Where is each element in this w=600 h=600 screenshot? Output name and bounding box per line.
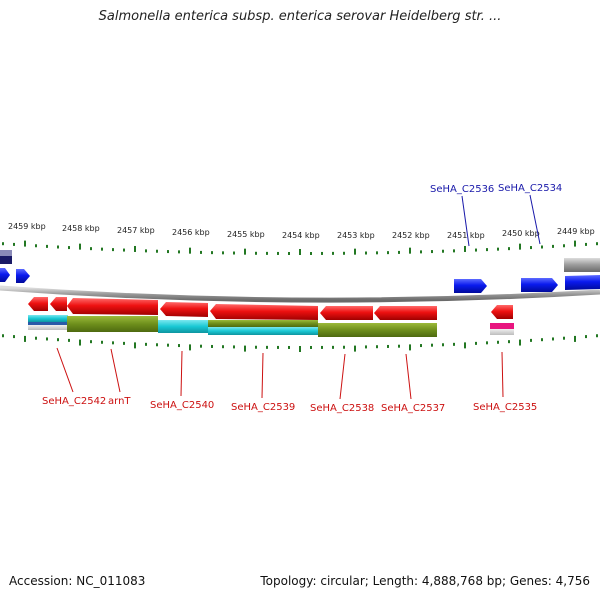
leader-line (56, 347, 74, 393)
tick-label: 2453 kbp (337, 231, 375, 240)
gene-label-SeHA_C2538[interactable]: SeHA_C2538 (310, 403, 374, 414)
track-olive[interactable] (318, 323, 373, 337)
tick-label: 2452 kbp (392, 231, 430, 240)
gene-label-SeHA_C2540[interactable]: SeHA_C2540 (150, 400, 214, 411)
gene-label-SeHA_C2537[interactable]: SeHA_C2537 (381, 403, 445, 414)
gene-label-SeHA_C2535[interactable]: SeHA_C2535 (473, 402, 537, 413)
gene-SeHA_C2536[interactable] (454, 279, 487, 293)
gene-label-SeHA_C2534[interactable]: SeHA_C2534 (498, 183, 562, 194)
gene-SeHA_C2535-pink[interactable] (490, 323, 514, 329)
gene-SeHA_C2542[interactable] (28, 297, 48, 311)
gene-SeHA_C2538[interactable] (320, 306, 373, 320)
forward-strand-track (0, 250, 600, 293)
track-blue-thin[interactable] (28, 322, 68, 325)
tick-label: 2455 kbp (227, 230, 265, 239)
gene-SeHA_C2540[interactable] (160, 302, 208, 317)
gene-SeHA_C2539[interactable] (210, 304, 318, 320)
track-cyan[interactable] (158, 320, 208, 333)
leader-line (339, 353, 346, 400)
feature-tracks (28, 315, 514, 337)
genome-stats-text: Topology: circular; Length: 4,888,768 bp… (260, 574, 590, 588)
leader-line (529, 194, 541, 245)
track-olive[interactable] (373, 323, 437, 337)
tick-label: 2457 kbp (117, 226, 155, 235)
genome-backbone (0, 285, 600, 303)
tick-label: 2456 kbp (172, 228, 210, 237)
track-gray[interactable] (28, 325, 68, 330)
track-olive[interactable] (208, 320, 318, 327)
gene-forward-gray[interactable] (564, 258, 600, 272)
gene-forward-edge-dark[interactable] (0, 256, 12, 264)
gene-label-SeHA_C2542[interactable]: SeHA_C2542 (42, 396, 106, 407)
lower-tick-marks (2, 334, 598, 352)
gene-label-SeHA_C2539[interactable]: SeHA_C2539 (231, 402, 295, 413)
gene-SeHA_C2537[interactable] (374, 306, 437, 320)
track-olive[interactable] (67, 316, 158, 332)
tick-label: 2459 kbp (8, 222, 46, 231)
reverse-strand-track (28, 297, 513, 320)
tick-labels: 2459 kbp 2458 kbp 2457 kbp 2456 kbp 2455… (8, 222, 595, 240)
gene-forward-arrow[interactable] (16, 269, 30, 283)
tick-label: 2458 kbp (62, 224, 100, 233)
upper-tick-marks (2, 240, 598, 255)
leader-line (110, 348, 121, 393)
forward-gene-labels: SeHA_C2536 SeHA_C2534 (430, 183, 562, 247)
track-cyan[interactable] (208, 327, 318, 335)
tick-label: 2454 kbp (282, 231, 320, 240)
gene-label-arnT[interactable]: arnT (108, 396, 131, 407)
leader-line (405, 353, 412, 400)
track-gray[interactable] (490, 329, 514, 335)
leader-line (461, 195, 470, 247)
gene-SeHA_C2534[interactable] (521, 278, 558, 292)
gene-SeHA_C2535[interactable] (491, 305, 513, 319)
leader-line (261, 352, 264, 399)
tick-label: 2450 kbp (502, 229, 540, 238)
gene-arnT[interactable] (67, 298, 158, 315)
reverse-gene-labels: SeHA_C2542 arnT SeHA_C2540 SeHA_C2539 Se… (42, 347, 537, 414)
leader-line (180, 350, 183, 397)
leader-line (501, 351, 504, 398)
accession-text: Accession: NC_011083 (9, 574, 146, 588)
gene-reverse-arrow[interactable] (50, 297, 67, 311)
genome-title: Salmonella enterica subsp. enterica sero… (98, 9, 502, 24)
tick-label: 2449 kbp (557, 227, 595, 236)
tick-label: 2451 kbp (447, 231, 485, 240)
gene-forward-arrow[interactable] (0, 268, 10, 282)
track-cyan[interactable] (28, 315, 68, 322)
gene-label-SeHA_C2536[interactable]: SeHA_C2536 (430, 184, 494, 195)
gene-forward-arrow[interactable] (565, 275, 600, 290)
